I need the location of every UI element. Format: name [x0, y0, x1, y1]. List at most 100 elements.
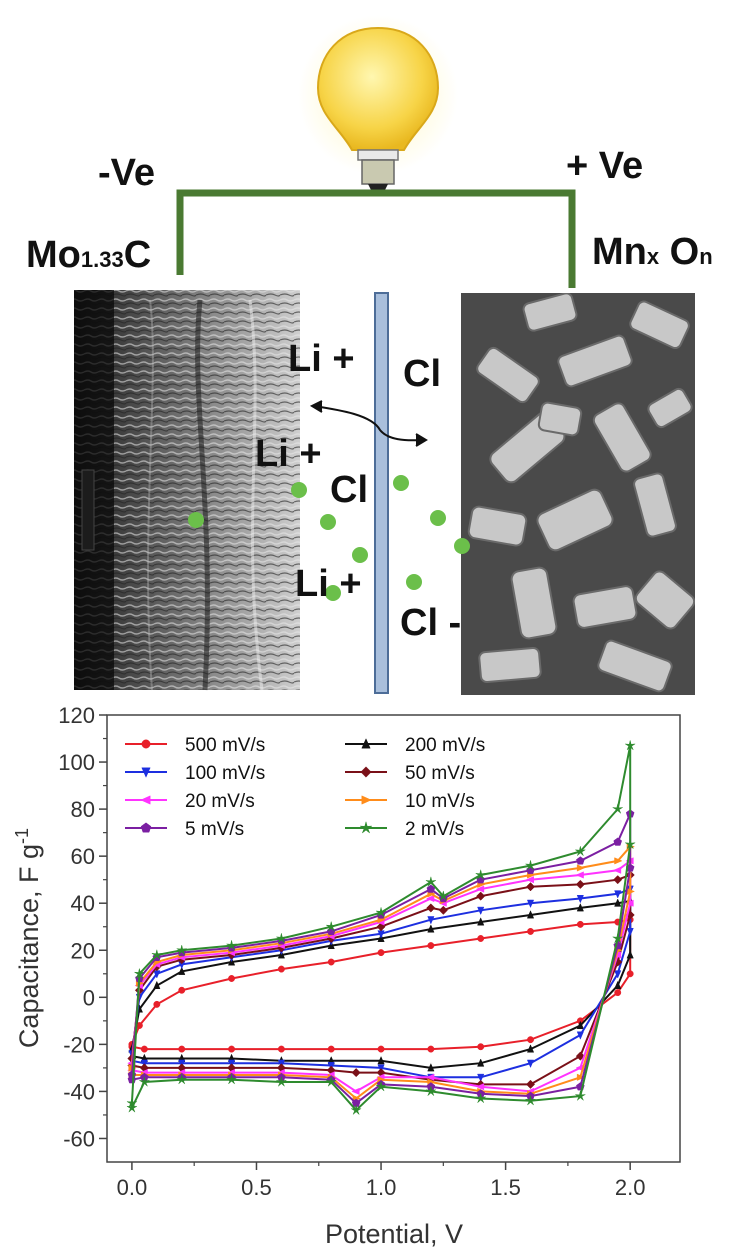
y-tick-label: 100	[58, 750, 95, 775]
data-point	[438, 890, 449, 901]
legend-item: 50 mV/s	[345, 763, 475, 784]
y-tick-label: 60	[71, 844, 95, 869]
data-point	[228, 975, 236, 982]
data-point	[525, 876, 534, 884]
series-line	[130, 873, 632, 1086]
data-point	[359, 820, 373, 834]
data-point	[141, 739, 151, 749]
series-line	[130, 745, 632, 1112]
ion-dot	[406, 574, 422, 590]
data-point	[377, 1045, 385, 1053]
data-point	[327, 958, 335, 966]
y-tick-label: 80	[71, 797, 95, 822]
negative-terminal-label: -Ve	[98, 152, 155, 194]
cell-schematic: -Ve + Ve Mo1.33C Mnx On	[26, 15, 713, 695]
data-point	[134, 968, 145, 979]
data-point	[477, 935, 485, 942]
legend-item: 10 mV/s	[345, 791, 475, 812]
legend-label: 500 mV/s	[185, 735, 265, 756]
data-point	[526, 1044, 535, 1053]
data-point	[425, 1086, 436, 1096]
data-point	[576, 1031, 584, 1040]
x-tick-label: 0.0	[117, 1175, 148, 1200]
legend-item: 5 mV/s	[125, 819, 244, 840]
data-point	[351, 1087, 360, 1096]
legend-label: 5 mV/s	[185, 819, 244, 840]
data-point	[178, 966, 186, 975]
data-point	[427, 924, 435, 933]
cv-chart: 0.0 0.5 1.0 1.5 2.0-60-40-20020406080100120 …	[12, 703, 681, 1249]
positive-electrode-label: Mnx On	[592, 231, 713, 273]
y-tick-label: -40	[63, 1079, 95, 1104]
data-point	[477, 917, 485, 926]
data-point	[625, 740, 636, 750]
external-circuit-wire	[176, 189, 576, 288]
data-point	[276, 1076, 287, 1087]
ion-label-li-3: Li +	[295, 563, 362, 605]
legend-item: 20 mV/s	[125, 791, 255, 812]
y-tick-label: 20	[71, 938, 95, 963]
ion-label-cl-2: Cl	[330, 469, 368, 511]
legend-item: 500 mV/s	[125, 735, 265, 756]
data-point	[141, 767, 151, 778]
data-point	[477, 906, 485, 916]
data-point	[575, 1090, 586, 1101]
data-point	[576, 856, 585, 865]
data-point	[139, 1076, 150, 1087]
axes: 0.0 0.5 1.0 1.5 2.0 -60 -40 -20 0 20 40 60 80 100 120	[58, 703, 645, 1200]
data-point	[477, 1043, 485, 1051]
x-tick-label: 0.5	[241, 1175, 272, 1200]
ion-dot	[291, 482, 307, 498]
positive-terminal-label: + Ve	[566, 145, 643, 187]
data-point	[151, 949, 162, 960]
data-point	[377, 949, 385, 957]
data-point	[360, 766, 372, 778]
data-point	[326, 1076, 337, 1087]
plot-frame	[106, 714, 681, 1163]
ion-dot	[430, 510, 446, 526]
light-bulb-icon	[298, 15, 458, 194]
ion-label-li-2: Li +	[255, 433, 322, 475]
data-point	[475, 1093, 486, 1103]
data-point	[527, 927, 534, 935]
data-point	[526, 899, 535, 909]
data-point	[226, 940, 237, 950]
ion-dot	[320, 514, 336, 530]
data-point	[477, 1058, 485, 1067]
data-point	[427, 942, 435, 950]
data-point	[351, 1104, 362, 1115]
data-point	[614, 857, 623, 865]
data-point	[153, 980, 161, 990]
data-point	[576, 903, 584, 912]
data-point	[476, 891, 486, 901]
data-point	[361, 738, 371, 749]
data-point	[475, 885, 485, 893]
ion-dot	[325, 585, 341, 601]
data-point	[575, 846, 586, 856]
legend-label: 50 mV/s	[405, 763, 475, 784]
data-point	[612, 933, 623, 943]
data-point	[427, 916, 435, 925]
data-point	[326, 921, 337, 932]
y-axis-title: Capacitance, F g-1	[12, 828, 44, 1048]
y-tick-label: -20	[63, 1032, 95, 1057]
data-point	[626, 970, 634, 978]
series-7	[126, 740, 636, 1115]
data-point	[226, 1074, 237, 1085]
data-point	[277, 965, 285, 973]
series-3	[127, 870, 635, 1089]
data-point	[438, 905, 448, 915]
data-point	[626, 950, 634, 959]
data-point	[427, 1063, 435, 1072]
data-point	[613, 837, 623, 846]
data-point	[625, 899, 634, 907]
data-point	[178, 1045, 186, 1053]
data-point	[614, 898, 622, 907]
legend-item: 2 mV/s	[345, 819, 464, 840]
y-tick-label: 0	[83, 985, 95, 1010]
data-point	[425, 876, 436, 887]
data-point	[277, 1045, 285, 1053]
ion-dot	[352, 547, 368, 563]
ion-dot	[393, 475, 409, 491]
ion-label-li-1: Li +	[288, 338, 355, 380]
